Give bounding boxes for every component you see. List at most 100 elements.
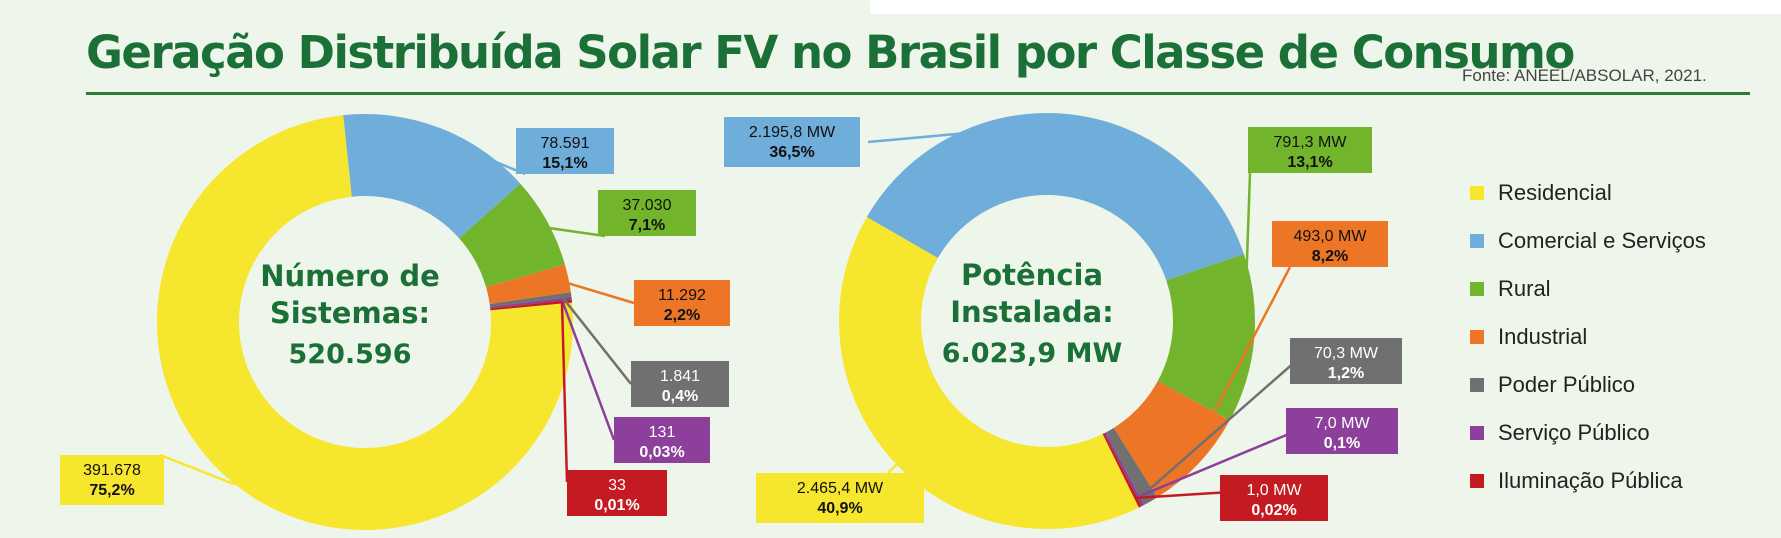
leader-line bbox=[436, 136, 526, 176]
donut-center-label: 520.596 bbox=[289, 339, 412, 370]
legend-swatch bbox=[1470, 282, 1484, 296]
data-label-box bbox=[1220, 475, 1328, 521]
data-label-value: 1,0 MW bbox=[1246, 482, 1302, 499]
legend-label: Rural bbox=[1498, 276, 1551, 301]
data-label-box bbox=[724, 117, 860, 167]
legend-swatch bbox=[1470, 234, 1484, 248]
data-label-value: 33 bbox=[608, 477, 626, 494]
data-label-value: 493,0 MW bbox=[1294, 228, 1368, 245]
legend-item: Poder Público bbox=[1470, 370, 1635, 400]
donut-slice-ilumina-o-p-blica bbox=[1102, 433, 1142, 508]
legend-item: Iluminação Pública bbox=[1470, 466, 1683, 496]
source-note: Fonte: ANEEL/ABSOLAR, 2021. bbox=[1462, 66, 1707, 85]
leader-line bbox=[1137, 429, 1297, 498]
data-label-percent: 0,1% bbox=[1324, 435, 1360, 452]
donut-center-label: Instalada: bbox=[950, 295, 1114, 329]
data-label-box bbox=[598, 190, 696, 236]
data-label-value: 70,3 MW bbox=[1314, 345, 1379, 362]
data-label-box bbox=[1248, 127, 1372, 173]
data-label-percent: 0,4% bbox=[662, 388, 698, 405]
leader-line bbox=[538, 225, 606, 238]
data-label-value: 11.292 bbox=[658, 287, 706, 304]
data-label-box bbox=[516, 128, 614, 174]
data-label-percent: 15,1% bbox=[542, 155, 587, 172]
data-label-percent: 40,9% bbox=[817, 500, 862, 517]
data-label-box bbox=[756, 473, 924, 523]
leader-line bbox=[1135, 490, 1231, 500]
data-label-percent: 0,03% bbox=[639, 444, 684, 461]
donut-center-label: Sistemas: bbox=[270, 296, 430, 330]
data-label-percent: 75,2% bbox=[89, 482, 134, 499]
donut-slice-comercial-e-servi-os bbox=[343, 113, 521, 239]
data-label-box bbox=[634, 280, 730, 326]
leader-line bbox=[887, 463, 898, 474]
data-label-value: 37.030 bbox=[623, 197, 672, 214]
leader-line bbox=[558, 279, 635, 305]
legend-label: Serviço Público bbox=[1498, 420, 1650, 445]
data-label-value: 7,0 MW bbox=[1314, 415, 1370, 432]
data-label-value: 2.465,4 MW bbox=[797, 480, 884, 497]
donut-slice-poder-p-blico bbox=[1105, 427, 1158, 505]
legend-swatch bbox=[1470, 474, 1484, 488]
donut-chart-2: 2.465,4 MW 40,9% 2.195,8 MW 36,5% 791,3 MW 13… bbox=[724, 112, 1402, 530]
data-label-box bbox=[614, 417, 710, 463]
data-label-value: 391.678 bbox=[83, 462, 141, 479]
leader-line bbox=[1243, 172, 1252, 338]
donut-slice-industrial bbox=[1113, 381, 1230, 498]
donut-slice-residencial bbox=[157, 115, 573, 531]
data-label-value: 1.841 bbox=[660, 368, 700, 385]
donut-center-label: Potência bbox=[961, 258, 1103, 292]
data-label-value: 2.195,8 MW bbox=[749, 124, 836, 141]
data-label-value: 131 bbox=[649, 424, 676, 441]
donut-slice-industrial bbox=[486, 264, 571, 304]
data-label-box bbox=[1290, 338, 1402, 384]
leader-line bbox=[560, 298, 616, 441]
leader-line bbox=[1144, 360, 1297, 494]
legend-item: Industrial bbox=[1470, 322, 1587, 352]
legend-item: Serviço Público bbox=[1470, 418, 1650, 448]
donut-slice-comercial-e-servi-os bbox=[866, 112, 1244, 281]
legend-label: Industrial bbox=[1498, 324, 1588, 349]
leader-line bbox=[1190, 266, 1292, 458]
donut-slice-servi-o-p-blico bbox=[1104, 432, 1145, 507]
data-label-box bbox=[60, 455, 164, 505]
legend-item: Residencial bbox=[1470, 178, 1612, 208]
data-label-percent: 36,5% bbox=[769, 144, 814, 161]
donut-center-label: 6.023,9 MW bbox=[942, 338, 1123, 369]
data-label-value: 78.591 bbox=[541, 135, 590, 152]
data-label-percent: 1,2% bbox=[1328, 365, 1364, 382]
leader-line bbox=[867, 122, 1067, 144]
legend-label: Poder Público bbox=[1498, 372, 1635, 397]
legend-swatch bbox=[1470, 378, 1484, 392]
donut-slice-ilumina-o-p-blica bbox=[490, 299, 573, 311]
data-label-box bbox=[631, 361, 729, 407]
legend-swatch bbox=[1470, 330, 1484, 344]
leader-line bbox=[560, 302, 569, 483]
legend-label: Comercial e Serviços bbox=[1498, 228, 1706, 253]
data-label-percent: 13,1% bbox=[1287, 154, 1332, 171]
data-label-percent: 2,2% bbox=[664, 307, 700, 324]
legend-label: Residencial bbox=[1498, 180, 1612, 205]
donut-slice-residencial bbox=[838, 217, 1143, 530]
data-label-percent: 0,02% bbox=[1251, 502, 1296, 519]
data-label-percent: 8,2% bbox=[1312, 248, 1348, 265]
data-label-percent: 0,01% bbox=[594, 497, 639, 514]
donut-chart-1: 391.678 75,2% 78.591 15,1% 37.030 7,1% 11.292 2… bbox=[60, 113, 730, 531]
page-title: Geração Distribuída Solar FV no Brasil p… bbox=[86, 26, 1575, 79]
data-label-percent: 7,1% bbox=[629, 217, 665, 234]
legend-item: Rural bbox=[1470, 274, 1551, 304]
data-label-box bbox=[1272, 221, 1388, 267]
legend-swatch bbox=[1470, 426, 1484, 440]
donut-slice-servi-o-p-blico bbox=[490, 296, 572, 309]
donut-center-label: Número de bbox=[260, 259, 440, 293]
legend-swatch bbox=[1470, 186, 1484, 200]
donut-slice-rural bbox=[459, 183, 565, 288]
leader-line bbox=[159, 453, 236, 486]
data-label-box bbox=[1286, 408, 1398, 454]
title-divider bbox=[86, 92, 1750, 95]
legend-item: Comercial e Serviços bbox=[1470, 226, 1706, 256]
data-label-box bbox=[567, 470, 667, 516]
leader-line bbox=[560, 295, 632, 385]
donut-slice-poder-p-blico bbox=[489, 292, 572, 307]
legend-label: Iluminação Pública bbox=[1498, 468, 1683, 493]
